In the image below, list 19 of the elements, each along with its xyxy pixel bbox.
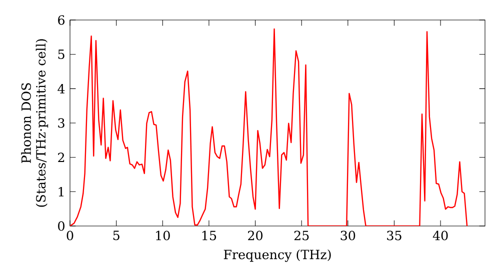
x-tick-label: 35 [387,230,402,240]
x-tick-label: 20 [248,230,262,240]
x-tick-label: 5 [113,230,120,240]
x-tick-label: 15 [202,230,216,240]
y-tick-label: 1 [58,186,64,196]
x-tick-label: 40 [432,230,448,240]
x-tick-label: 10 [156,230,170,240]
y-tick-label: 5 [58,50,64,60]
x-axis-title: Frequency (THz) [224,249,331,262]
line-series [70,28,468,226]
x-tick-label: 0 [66,230,74,240]
y-tick-label: 6 [58,15,64,25]
x-tick-label: 30 [340,230,356,240]
y-tick-label: 2 [58,152,64,162]
x-tick-label: 25 [294,230,309,240]
y-tick-label: 3 [58,118,64,128]
y-tick-label: 0 [58,221,64,231]
y-axis-title: Phonon DOS (States/THz·primitive cell) [21,39,48,207]
y-tick-label: 4 [58,84,65,94]
